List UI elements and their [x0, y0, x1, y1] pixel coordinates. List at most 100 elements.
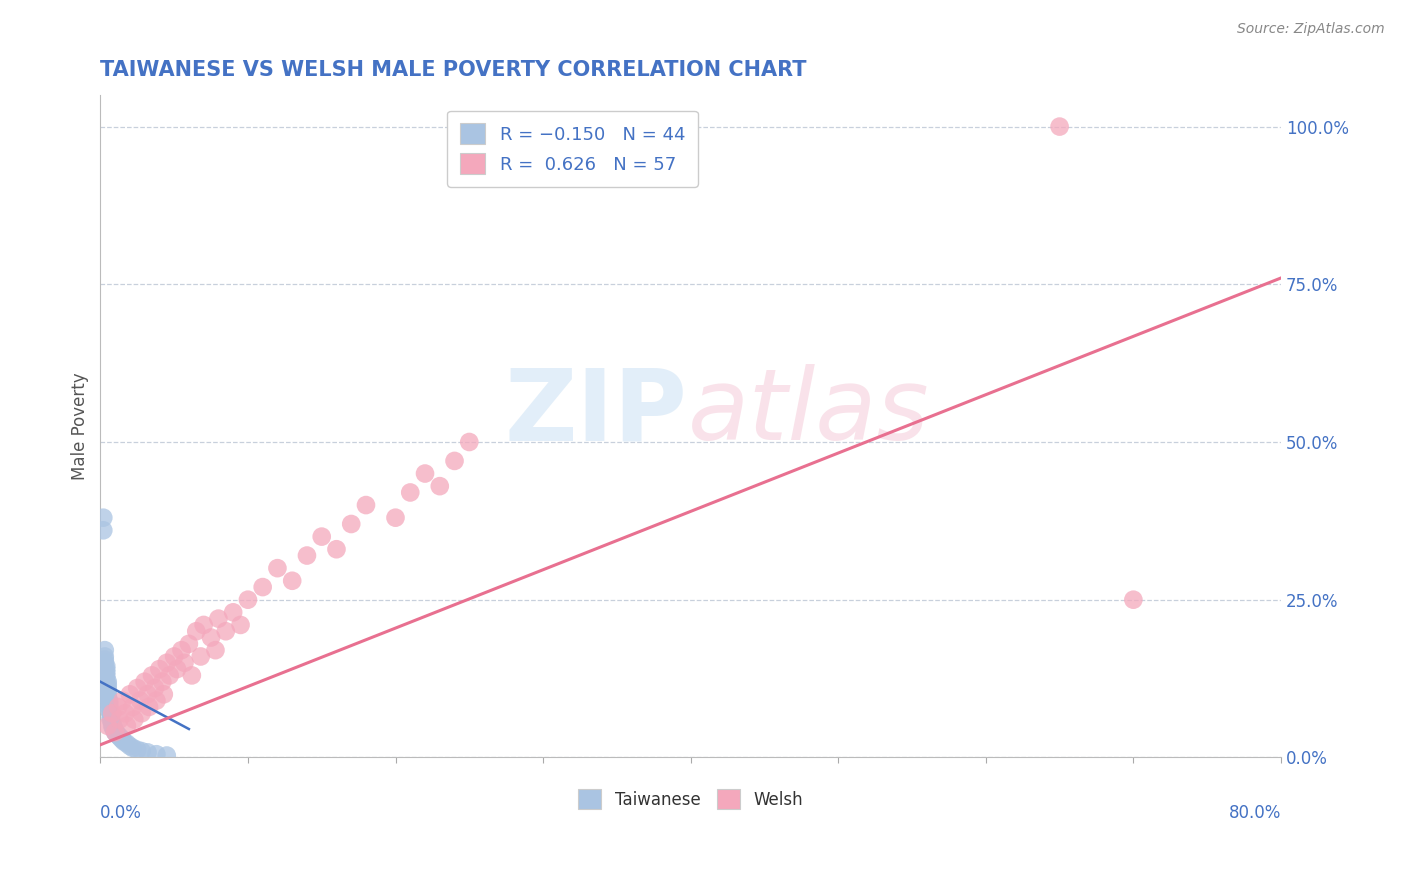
Point	[159, 668, 181, 682]
Text: TAIWANESE VS WELSH MALE POVERTY CORRELATION CHART: TAIWANESE VS WELSH MALE POVERTY CORRELAT…	[100, 60, 807, 79]
Point	[100, 709, 122, 723]
Point	[163, 649, 186, 664]
Point	[180, 668, 202, 682]
Point	[190, 649, 212, 664]
Point	[429, 479, 451, 493]
Point	[97, 719, 120, 733]
Point	[100, 706, 122, 721]
Legend: Taiwanese, Welsh: Taiwanese, Welsh	[571, 782, 810, 815]
Point	[295, 549, 318, 563]
Point	[204, 643, 226, 657]
Point	[121, 700, 143, 714]
Point	[145, 747, 167, 762]
Point	[153, 687, 176, 701]
Point	[156, 656, 179, 670]
Point	[118, 739, 141, 753]
Point	[458, 435, 481, 450]
Point	[443, 454, 465, 468]
Point	[107, 700, 129, 714]
Point	[134, 674, 156, 689]
Point	[98, 693, 121, 707]
Point	[129, 693, 152, 707]
Point	[127, 681, 149, 695]
Point	[98, 703, 121, 717]
Point	[94, 656, 117, 670]
Point	[384, 510, 406, 524]
Point	[97, 678, 120, 692]
Point	[107, 728, 129, 742]
Point	[96, 665, 118, 680]
Point	[97, 674, 120, 689]
Point	[236, 592, 259, 607]
Point	[143, 681, 166, 695]
Point	[325, 542, 347, 557]
Point	[100, 713, 122, 727]
Point	[94, 649, 117, 664]
Point	[156, 748, 179, 763]
Point	[141, 668, 163, 682]
Point	[96, 668, 118, 682]
Point	[111, 732, 134, 747]
Point	[229, 618, 252, 632]
Text: ZIP: ZIP	[505, 365, 688, 461]
Point	[101, 706, 124, 721]
Point	[91, 510, 114, 524]
Point	[97, 681, 120, 695]
Point	[108, 713, 131, 727]
Point	[150, 674, 173, 689]
Point	[193, 618, 215, 632]
Point	[173, 656, 195, 670]
Point	[98, 700, 121, 714]
Point	[1122, 592, 1144, 607]
Point	[96, 659, 118, 673]
Point	[166, 662, 188, 676]
Point	[96, 672, 118, 686]
Point	[1049, 120, 1071, 134]
Point	[170, 643, 193, 657]
Point	[103, 720, 125, 734]
Point	[111, 693, 134, 707]
Point	[138, 700, 160, 714]
Point	[103, 722, 125, 736]
Point	[104, 725, 127, 739]
Point	[97, 687, 120, 701]
Text: atlas: atlas	[688, 365, 929, 461]
Point	[266, 561, 288, 575]
Point	[340, 516, 363, 531]
Point	[399, 485, 422, 500]
Point	[94, 652, 117, 666]
Point	[108, 730, 131, 744]
Point	[112, 734, 135, 748]
Point	[97, 684, 120, 698]
Point	[311, 530, 333, 544]
Point	[101, 715, 124, 730]
Point	[252, 580, 274, 594]
Point	[186, 624, 208, 639]
Point	[131, 744, 153, 758]
Text: 80.0%: 80.0%	[1229, 804, 1281, 822]
Point	[118, 687, 141, 701]
Point	[104, 725, 127, 739]
Point	[94, 643, 117, 657]
Point	[136, 745, 159, 759]
Point	[105, 726, 128, 740]
Point	[215, 624, 238, 639]
Point	[281, 574, 304, 588]
Point	[136, 687, 159, 701]
Point	[131, 706, 153, 721]
Point	[114, 706, 136, 721]
Point	[200, 631, 222, 645]
Point	[207, 612, 229, 626]
Point	[222, 605, 245, 619]
Point	[98, 697, 121, 711]
Point	[104, 723, 127, 738]
Point	[148, 662, 170, 676]
Text: Source: ZipAtlas.com: Source: ZipAtlas.com	[1237, 22, 1385, 37]
Text: 0.0%: 0.0%	[100, 804, 142, 822]
Point	[91, 524, 114, 538]
Point	[145, 693, 167, 707]
Point	[124, 713, 146, 727]
Point	[96, 662, 118, 676]
Point	[97, 690, 120, 705]
Point	[115, 737, 138, 751]
